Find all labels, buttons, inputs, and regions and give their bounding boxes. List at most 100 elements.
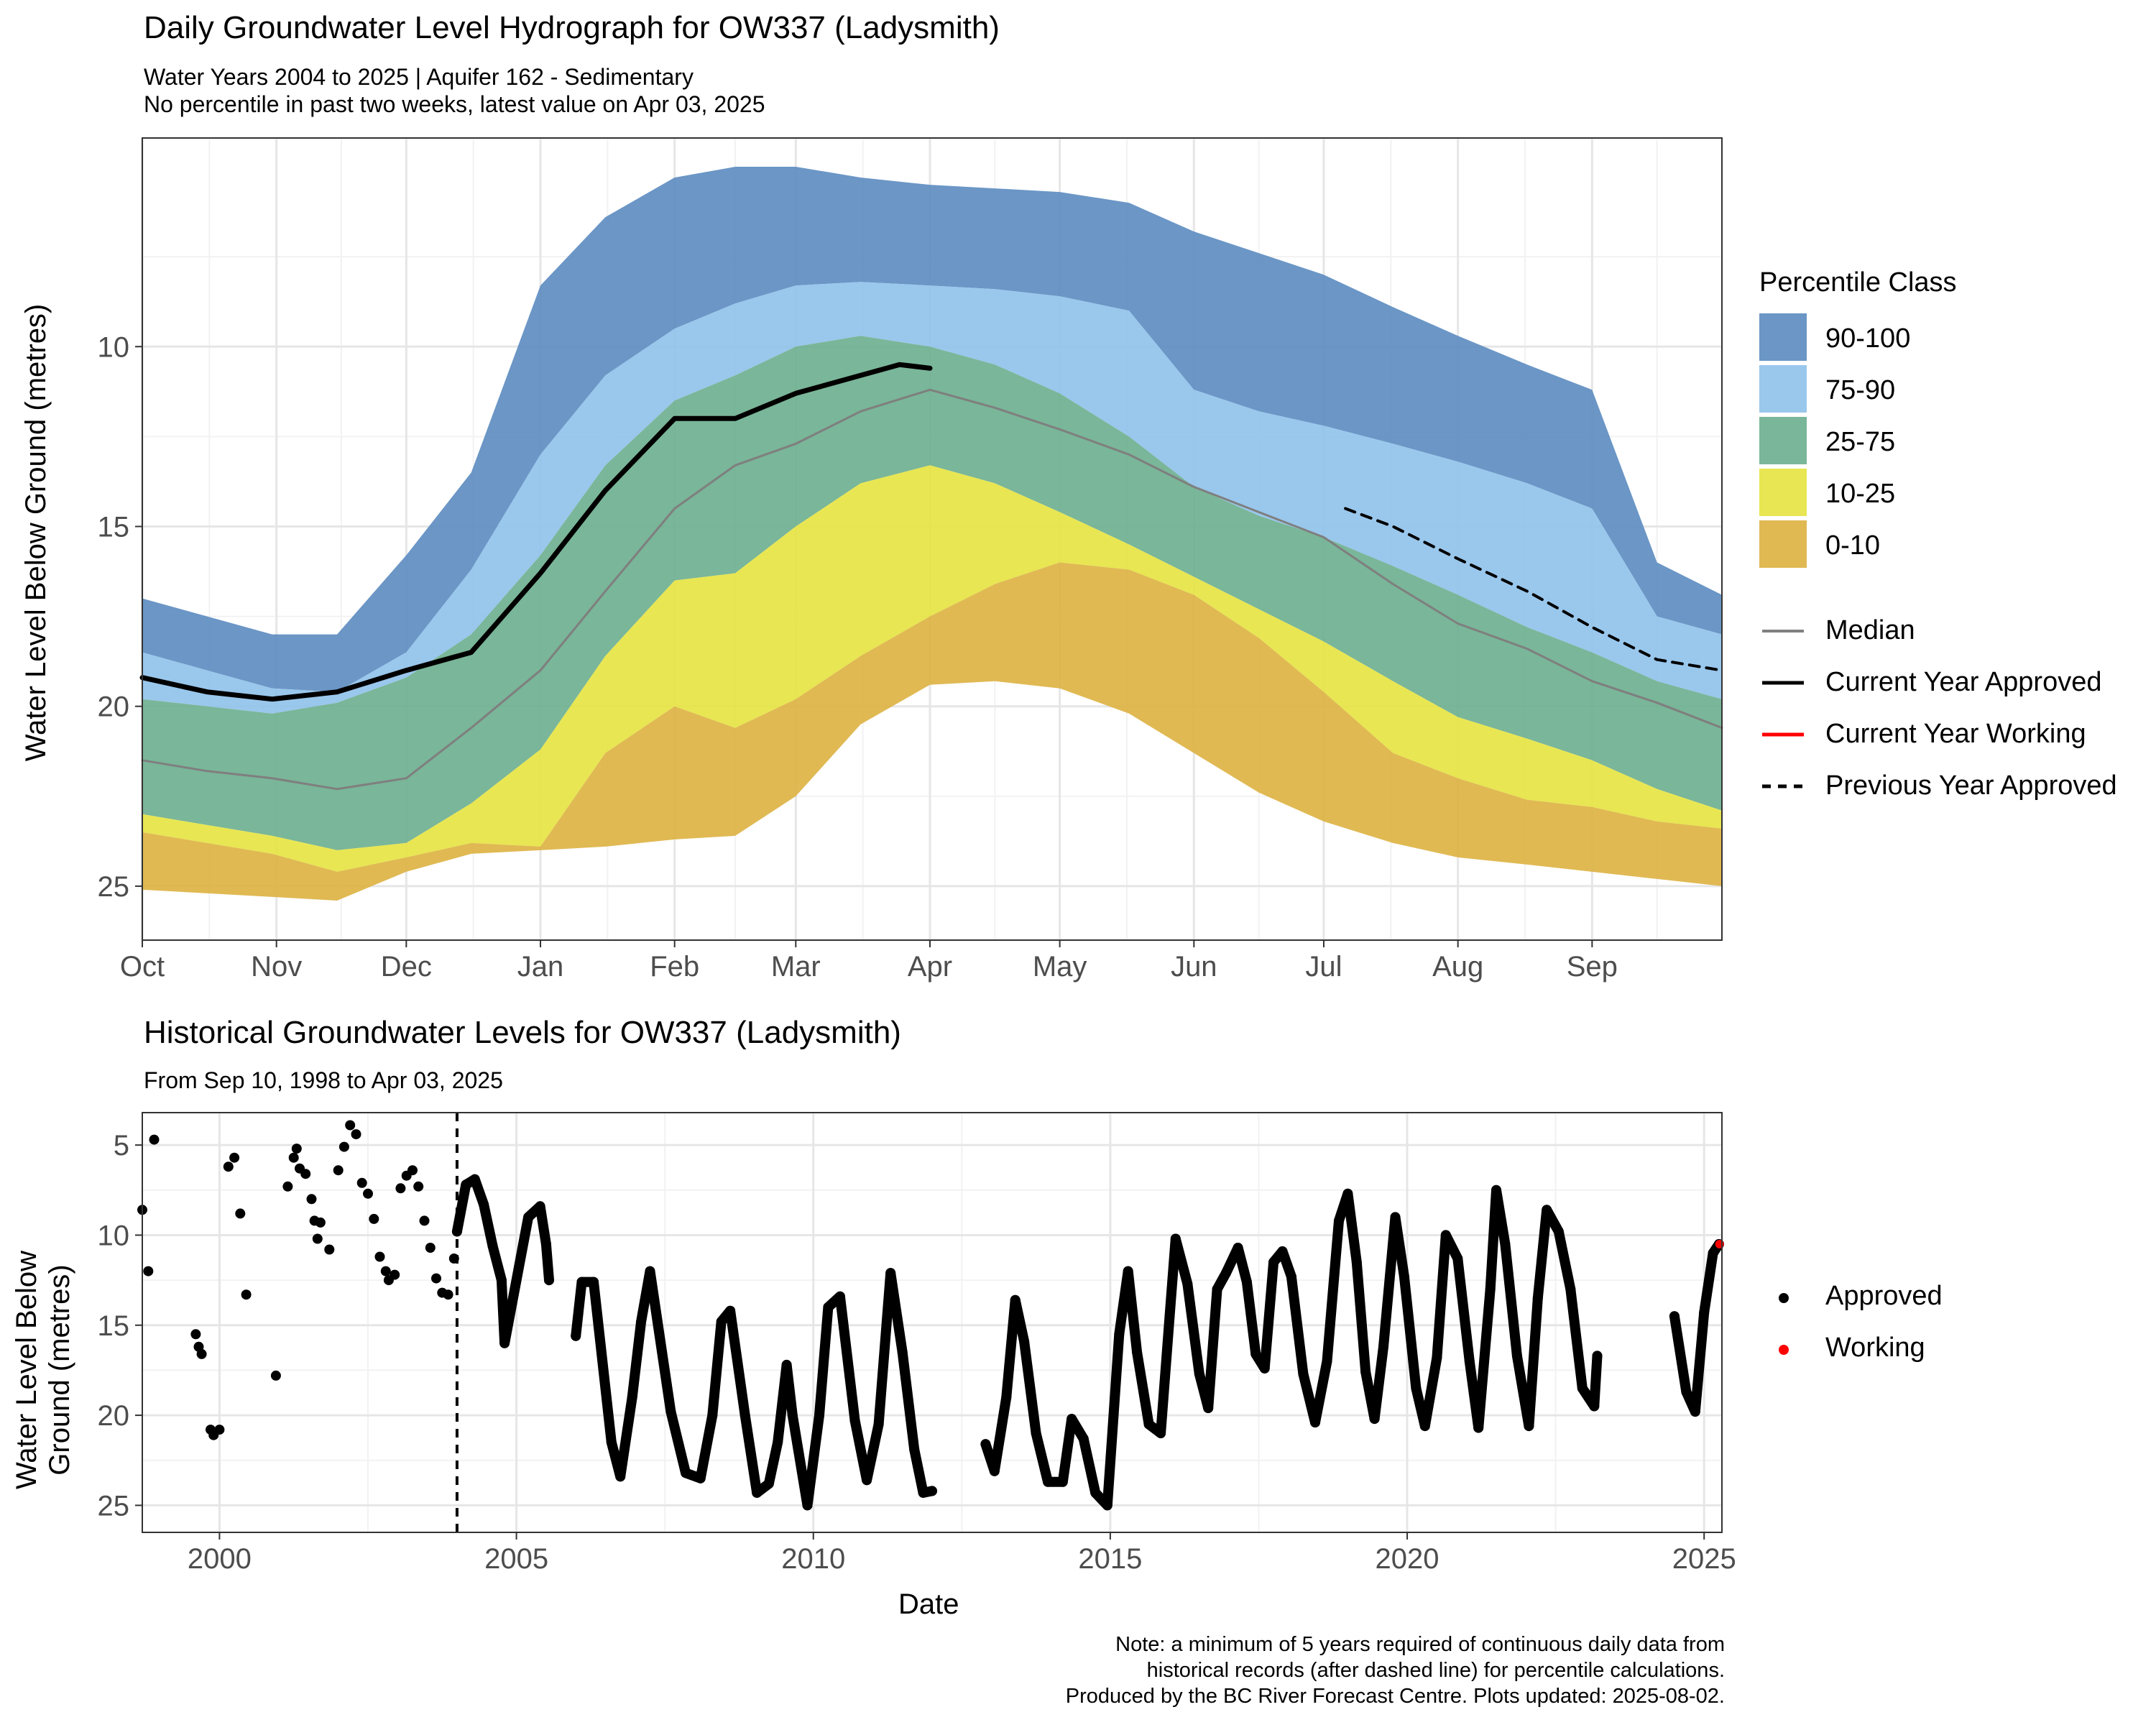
top-chart-subtitle-2: No percentile in past two weeks, latest … bbox=[144, 91, 765, 117]
footer-note-line-3: Produced by the BC River Forecast Centre… bbox=[1065, 1685, 1725, 1708]
legend-label-current-approved: Current Year Approved bbox=[1825, 667, 2102, 697]
approved-point bbox=[143, 1266, 154, 1276]
footer-note: Note: a minimum of 5 years required of c… bbox=[1066, 1632, 1725, 1709]
legend-label-0-10: 0-10 bbox=[1825, 530, 1881, 561]
bottom-chart-ylabel: Water Level Below Ground (metres) bbox=[10, 1176, 76, 1564]
approved-point bbox=[1143, 1419, 1154, 1430]
approved-point bbox=[681, 1468, 691, 1478]
approved-point bbox=[918, 1487, 929, 1498]
approved-point bbox=[1123, 1266, 1133, 1276]
approved-point bbox=[1001, 1392, 1012, 1402]
approved-point bbox=[437, 1287, 448, 1298]
top-x-tick-label: Jun bbox=[1171, 951, 1217, 983]
approved-point bbox=[725, 1305, 736, 1316]
band-0-10 bbox=[142, 562, 1722, 901]
approved-point bbox=[1553, 1226, 1564, 1237]
approved-point bbox=[1241, 1276, 1252, 1287]
bottom-x-tick-label: 2015 bbox=[1078, 1543, 1142, 1575]
legend-point-key bbox=[1779, 1293, 1789, 1303]
approved-point bbox=[1010, 1294, 1021, 1305]
approved-point bbox=[443, 1289, 453, 1300]
approved-point bbox=[763, 1478, 774, 1489]
approved-point bbox=[487, 1241, 498, 1251]
approved-point bbox=[523, 1212, 534, 1223]
approved-point bbox=[1078, 1433, 1089, 1444]
approved-continuous-series bbox=[1669, 1239, 1724, 1417]
approved-point bbox=[980, 1439, 991, 1450]
bottom-y-tick-label: 20 bbox=[98, 1400, 130, 1432]
top-x-tick-label: Mar bbox=[771, 951, 821, 983]
approved-point bbox=[1090, 1487, 1101, 1498]
approved-point bbox=[773, 1437, 783, 1448]
approved-point bbox=[1102, 1500, 1112, 1511]
band-75-90 bbox=[142, 282, 1722, 714]
approved-point bbox=[1378, 1341, 1388, 1352]
approved-point bbox=[1511, 1351, 1522, 1361]
approved-point bbox=[1432, 1352, 1442, 1363]
legend-label-10-25: 10-25 bbox=[1825, 479, 1896, 509]
approved-point bbox=[351, 1129, 361, 1140]
legend-label-working: Working bbox=[1825, 1333, 1925, 1363]
approved-point bbox=[1277, 1246, 1288, 1256]
approved-point bbox=[208, 1430, 219, 1440]
approved-point bbox=[1164, 1311, 1175, 1322]
top-percentile-bands bbox=[142, 167, 1722, 901]
top-hydrograph-chart: Oct Nov Dec Jan Feb Mar Apr May Jun Jul Aug Sep 10 15… bbox=[98, 137, 1723, 983]
bottom-y-tick-label: 25 bbox=[98, 1490, 130, 1522]
approved-point bbox=[214, 1425, 225, 1435]
legend-label-median: Median bbox=[1825, 615, 1915, 645]
bottom-chart-xlabel: Date bbox=[898, 1588, 959, 1620]
approved-point bbox=[413, 1181, 424, 1192]
approved-point bbox=[787, 1410, 798, 1421]
approved-point bbox=[1669, 1311, 1680, 1322]
approved-point bbox=[324, 1244, 335, 1255]
top-x-tick-label: Jul bbox=[1305, 951, 1342, 983]
approved-point bbox=[401, 1170, 412, 1181]
legend-label-25-75: 25-75 bbox=[1825, 427, 1896, 457]
approved-point bbox=[295, 1163, 305, 1174]
approved-point bbox=[1440, 1230, 1451, 1241]
approved-point bbox=[1690, 1407, 1700, 1417]
approved-point bbox=[461, 1179, 471, 1190]
bottom-y-tick-label: 5 bbox=[114, 1130, 129, 1162]
approved-point bbox=[300, 1169, 311, 1179]
approved-point bbox=[1351, 1257, 1362, 1267]
bottom-x-tick-label: 2000 bbox=[188, 1543, 252, 1575]
bottom-x-tick-label: 2005 bbox=[484, 1543, 548, 1575]
approved-point bbox=[1170, 1233, 1181, 1244]
footer-note-line-1: Note: a minimum of 5 years required of c… bbox=[1115, 1633, 1725, 1656]
approved-point bbox=[849, 1415, 860, 1426]
approved-point bbox=[1334, 1215, 1344, 1226]
approved-point bbox=[1500, 1239, 1511, 1249]
legend-label-previous-approved: Previous Year Approved bbox=[1825, 770, 2117, 801]
approved-point bbox=[1057, 1476, 1068, 1487]
top-x-tick-label: Sep bbox=[1567, 951, 1618, 983]
approved-point bbox=[395, 1183, 406, 1194]
approved-point bbox=[363, 1188, 373, 1199]
approved-point bbox=[1464, 1356, 1475, 1366]
approved-point bbox=[1182, 1279, 1193, 1289]
approved-point bbox=[425, 1243, 436, 1253]
band-25-75 bbox=[142, 336, 1722, 850]
approved-point bbox=[1542, 1205, 1552, 1215]
approved-point bbox=[1259, 1363, 1270, 1374]
bottom-legend-keys bbox=[1779, 1293, 1789, 1355]
approved-point bbox=[1485, 1284, 1496, 1294]
approved-point bbox=[627, 1392, 637, 1402]
approved-point bbox=[1708, 1248, 1718, 1259]
approved-point bbox=[1268, 1257, 1279, 1267]
approved-point bbox=[374, 1251, 385, 1262]
approved-point bbox=[479, 1199, 489, 1210]
approved-point bbox=[190, 1329, 201, 1340]
bottom-plot-border bbox=[142, 1112, 1723, 1533]
approved-point bbox=[235, 1208, 246, 1219]
approved-point bbox=[1114, 1329, 1125, 1340]
approved-point bbox=[1322, 1356, 1332, 1366]
bottom-x-tick-label: 2010 bbox=[781, 1543, 845, 1575]
footer-note-line-2: historical records (after dashed line) f… bbox=[1146, 1659, 1725, 1682]
top-x-tick-label: Feb bbox=[650, 951, 699, 983]
bottom-x-tick-label: 2025 bbox=[1672, 1543, 1736, 1575]
top-chart-title: Daily Groundwater Level Hydrograph for O… bbox=[144, 10, 1000, 45]
approved-point bbox=[390, 1269, 400, 1280]
